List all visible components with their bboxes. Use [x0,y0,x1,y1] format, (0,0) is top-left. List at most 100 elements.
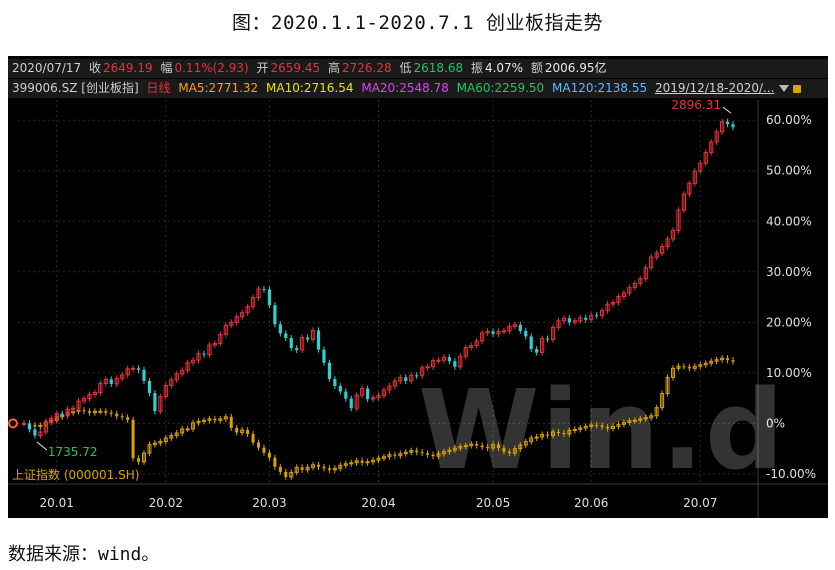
main-candle [250,294,256,310]
main-candle [349,395,353,412]
compare-candle [703,360,708,368]
compare-candle-body [486,447,490,449]
main-candle [719,118,725,135]
compare-candle-body [169,434,174,439]
compare-candle [229,413,233,431]
main-candle [616,293,621,306]
compare-candle-body [480,445,484,448]
compare-candle-body [229,416,233,428]
compare-candle [589,421,594,430]
compare-candle-body [643,417,648,420]
compare-candle-body [671,367,676,378]
compare-candle [447,447,452,455]
main-candle [404,374,408,384]
compare-candle-body [502,448,506,452]
main-candle-body [65,408,70,417]
lock-icon[interactable] [792,84,801,93]
compare-candle-body [257,442,261,448]
main-candle-body [316,330,321,350]
compare-candle-body [556,431,560,433]
candlestick-chart[interactable]: 60.00% 50.00% 40.00% 30.00% 20.00% 10.00% 0% -1… [8,100,828,518]
compare-candle [223,413,228,422]
compare-candle-body [687,366,691,369]
compare-candle-body [191,422,196,430]
compare-candle [185,425,190,432]
main-candle [731,121,735,131]
compare-candle [196,418,201,426]
compare-candle [381,453,386,462]
compare-candle [317,461,321,470]
compare-candle-body [731,360,735,362]
compare-candle [426,450,430,458]
compare-candle [387,451,392,460]
main-candle-body [180,369,185,375]
index-code[interactable]: 399006.SZ [创业板指] [12,81,139,95]
compare-candle [654,404,659,419]
compare-candle-body [654,407,659,417]
ma-bar: 399006.SZ [创业板指] 日线 MA5:2771.32 MA10:271… [8,79,828,98]
compare-candle [551,428,556,439]
compare-candle-body [611,425,616,429]
main-candle [60,410,64,419]
main-candle-body [703,152,708,164]
main-candle-body [610,302,616,305]
x-tick-label: 20.03 [252,496,286,510]
compare-candle-body [152,442,157,446]
compare-candle-body [141,452,146,463]
compare-candle [431,451,435,460]
main-candle-body [654,252,659,258]
main-candle [376,392,381,401]
main-candle-body [660,246,665,254]
compare-candle-body [589,424,594,427]
compare-candle-body [251,433,255,443]
quote-date: 2020/07/17 [12,61,82,75]
chart-panel[interactable]: 2020/07/17 收 2649.19 幅 0.11%(2.93) 开 2659.4… [8,56,828,518]
main-candle-body [38,431,43,436]
main-candle [415,372,419,379]
main-candle-body [273,305,277,325]
compare-candle [502,445,506,455]
compare-candle-body [180,428,185,434]
main-candle [491,328,495,337]
period-label[interactable]: 日线 [146,81,171,95]
compare-candle [507,448,511,457]
compare-candle [126,414,130,423]
main-candle [114,375,119,387]
source-note: 数据来源：wind。 [8,544,160,565]
main-candle [463,344,468,360]
main-candle-body [142,369,146,381]
compare-candle [131,416,135,462]
main-candle-body [545,338,550,340]
main-candle [665,235,670,250]
compare-candle-body [403,451,408,455]
compare-candle [180,425,185,436]
compare-candle-body [463,445,468,448]
main-candle-body [496,330,501,335]
compare-candle [398,450,403,459]
main-candle [518,321,522,334]
compare-candle [82,407,86,415]
compare-candle-body [709,360,714,364]
date-range[interactable]: 2019/12/18-2020/... [654,81,775,95]
main-candle-body [130,367,136,370]
main-candle [289,334,293,352]
compare-candle-body [540,433,545,438]
compare-candle [376,455,381,464]
compare-candle [354,457,359,466]
compare-candle-body [201,419,206,422]
compare-candle-body [534,436,539,439]
main-candle-body [218,333,223,345]
main-candle [207,342,212,358]
compare-candle [201,417,206,425]
compare-candle-body [491,444,496,449]
close-value: 2649.19 [103,61,153,75]
compare-candle [332,465,337,473]
dropdown-arrow-icon[interactable] [778,85,789,92]
main-candle [436,357,441,364]
main-candle-body [540,337,545,354]
main-candle-body [535,349,539,353]
main-candle [687,180,692,198]
x-tick-label: 20.05 [476,496,510,510]
main-candle [109,376,113,387]
min-annotation-label: 1735.72 [48,445,98,459]
